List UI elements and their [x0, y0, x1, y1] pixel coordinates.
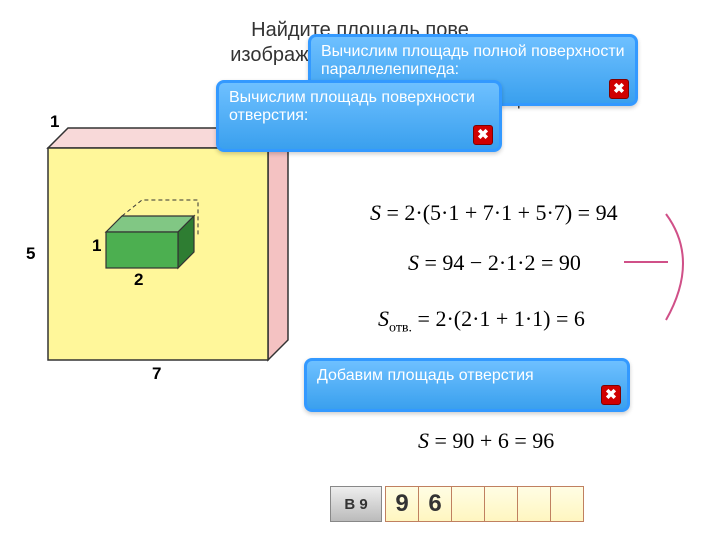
answer-cell[interactable] [550, 486, 584, 522]
answer-cell[interactable] [484, 486, 518, 522]
answer-cell[interactable] [451, 486, 485, 522]
connector-lines [0, 0, 720, 540]
answer-label: В 9 [330, 486, 382, 522]
answer-strip: В 9 9 6 [330, 486, 584, 522]
answer-cell[interactable]: 6 [418, 486, 452, 522]
answer-cell[interactable] [517, 486, 551, 522]
answer-cell[interactable]: 9 [385, 486, 419, 522]
